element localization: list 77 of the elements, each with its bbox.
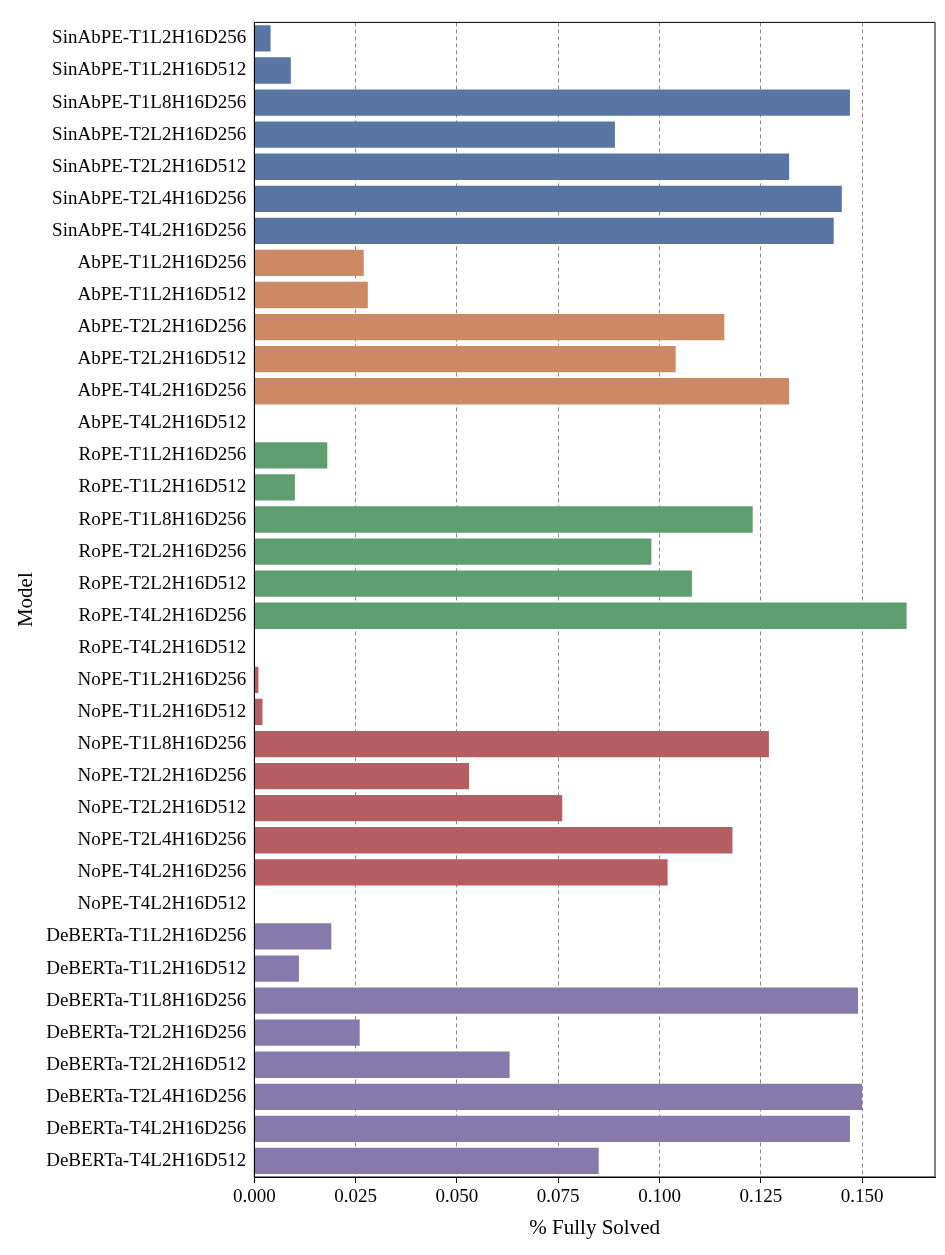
y-tick-label: RoPE-T4L2H16D256 xyxy=(78,603,247,625)
y-tick-label: AbPE-T1L2H16D256 xyxy=(77,250,247,272)
bar xyxy=(254,1115,850,1143)
bar xyxy=(254,57,291,84)
bar xyxy=(254,121,615,148)
bar xyxy=(254,217,834,245)
y-tick-label: NoPE-T2L2H16D256 xyxy=(77,764,247,786)
y-tick-label: DeBERTa-T2L2H16D512 xyxy=(46,1052,247,1074)
bar xyxy=(254,1083,863,1110)
bar xyxy=(254,923,332,950)
y-tick-label: AbPE-T4L2H16D512 xyxy=(77,411,247,433)
y-tick-label: AbPE-T2L2H16D256 xyxy=(77,315,247,337)
y-axis-title: Model xyxy=(13,572,38,628)
y-tick-label: NoPE-T1L2H16D256 xyxy=(77,667,247,689)
y-tick-label: RoPE-T2L2H16D512 xyxy=(78,571,247,593)
y-tick-label: DeBERTa-T2L2H16D256 xyxy=(46,1020,247,1042)
bar xyxy=(254,987,859,1014)
bar xyxy=(254,762,470,790)
bar xyxy=(254,602,907,629)
bar xyxy=(254,859,668,886)
y-tick-label: RoPE-T4L2H16D512 xyxy=(78,635,247,657)
y-tick-label: AbPE-T1L2H16D512 xyxy=(77,283,247,304)
y-tick-label: DeBERTa-T1L8H16D256 xyxy=(46,988,247,1010)
bar xyxy=(254,955,299,982)
y-tick-label: NoPE-T2L4H16D256 xyxy=(77,828,247,850)
y-tick-label: RoPE-T1L2H16D256 xyxy=(78,443,247,465)
y-tick-label: DeBERTa-T1L2H16D256 xyxy=(46,924,247,946)
bar xyxy=(254,1019,360,1046)
y-tick-label: NoPE-T4L2H16D256 xyxy=(77,860,247,882)
y-tick-label: NoPE-T4L2H16D512 xyxy=(77,892,247,914)
y-tick-label: SinAbPE-T4L2H16D256 xyxy=(52,218,247,240)
bar xyxy=(254,89,850,116)
bar xyxy=(254,185,842,212)
y-tick-label: NoPE-T1L8H16D256 xyxy=(77,732,247,754)
x-tick-label: 0.050 xyxy=(435,1185,479,1207)
bar xyxy=(254,1051,510,1078)
bar xyxy=(254,538,652,565)
y-tick-label: DeBERTa-T4L2H16D512 xyxy=(46,1148,247,1170)
bar xyxy=(254,474,295,501)
y-tick-label: RoPE-T1L2H16D512 xyxy=(78,475,247,497)
y-tick-label: SinAbPE-T2L2H16D512 xyxy=(52,154,247,176)
bar xyxy=(254,313,725,341)
y-tick-label: DeBERTa-T4L2H16D256 xyxy=(46,1116,247,1138)
bar xyxy=(254,281,368,309)
x-tick-label: 0.125 xyxy=(739,1185,783,1207)
x-axis-title: % Fully Solved xyxy=(529,1214,661,1239)
y-tick-label: SinAbPE-T2L4H16D256 xyxy=(52,186,247,208)
bar xyxy=(254,506,753,533)
y-tick-label: RoPE-T1L8H16D256 xyxy=(78,507,247,529)
y-tick-label: AbPE-T4L2H16D256 xyxy=(77,379,247,401)
x-tick-label: 0.075 xyxy=(536,1185,580,1207)
bar xyxy=(254,827,733,854)
bar xyxy=(254,570,692,597)
bar xyxy=(254,153,790,180)
bar xyxy=(254,730,769,758)
bar xyxy=(254,698,263,726)
y-tick-label: AbPE-T2L2H16D512 xyxy=(77,347,247,369)
x-tick-label: 0.150 xyxy=(840,1185,884,1207)
x-tick-label: 0.025 xyxy=(334,1185,378,1207)
bar xyxy=(254,1147,599,1175)
y-tick-label: SinAbPE-T1L2H16D256 xyxy=(52,26,247,48)
bar xyxy=(254,442,328,469)
bar xyxy=(254,795,563,822)
bar xyxy=(254,249,364,277)
y-tick-label: NoPE-T2L2H16D512 xyxy=(77,796,247,818)
y-tick-label: SinAbPE-T1L8H16D256 xyxy=(52,90,247,112)
y-tick-label: SinAbPE-T1L2H16D512 xyxy=(52,58,247,80)
y-tick-label: DeBERTa-T2L4H16D256 xyxy=(46,1084,247,1106)
y-tick-label: DeBERTa-T1L2H16D512 xyxy=(46,956,247,978)
y-tick-label: RoPE-T2L2H16D256 xyxy=(78,539,247,561)
y-tick-label: NoPE-T1L2H16D512 xyxy=(77,699,247,721)
bar xyxy=(254,25,271,52)
y-tick-label: SinAbPE-T2L2H16D256 xyxy=(52,122,247,144)
x-tick-label: 0.100 xyxy=(638,1185,681,1207)
bar xyxy=(254,346,676,373)
bar xyxy=(254,378,790,405)
x-tick-label: 0.000 xyxy=(232,1185,276,1207)
